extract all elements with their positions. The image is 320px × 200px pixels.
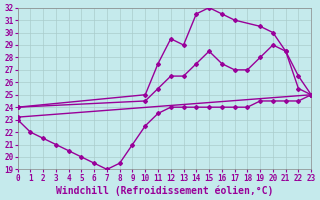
X-axis label: Windchill (Refroidissement éolien,°C): Windchill (Refroidissement éolien,°C)	[56, 185, 273, 196]
